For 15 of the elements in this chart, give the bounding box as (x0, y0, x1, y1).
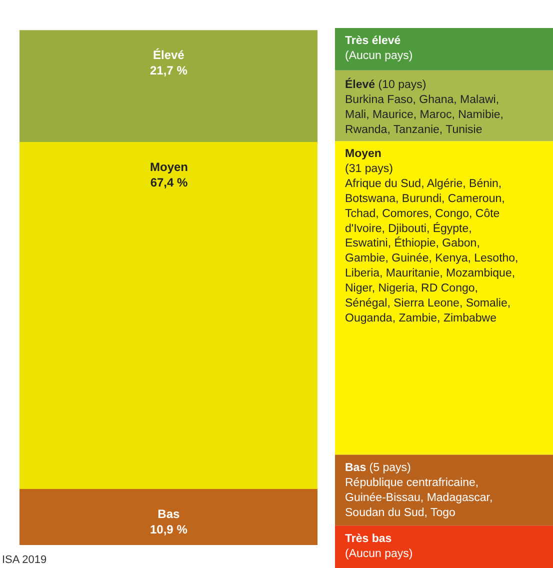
data-label: 10,9 % (150, 522, 188, 537)
text: (Aucun pays) (345, 548, 413, 560)
category-label: Moyen (345, 148, 382, 160)
series-label: Bas (158, 507, 180, 521)
text: ISA 2019 (2, 554, 47, 566)
data-label: 67,4 % (150, 176, 188, 190)
text: (Aucun pays) (345, 50, 413, 62)
series-label: Moyen (150, 160, 188, 174)
category-label: Très bas (345, 533, 392, 545)
text: (31 pays) Afrique du Sud, Algérie, Bénin, Botswana, Burundi, Cameroun, Tchad, Comores, Congo, Côte d'Ivoire, Djibouti, Égypte, Eswatini, Éthiopie, Gabon, Gambie, Guinée, Kenya, Lesotho, Liberia, Mauritanie, Mozambique, Niger, Nigeria, RD Congo, Sénégal, Sierra Leone, Somalie, Ouganda, Zambie, Zimbabwe (345, 162, 518, 324)
category-label: Bas (345, 462, 366, 474)
category-label: Très élevé (345, 35, 401, 47)
series-label: Élevé (153, 48, 185, 62)
category-label: Élevé (345, 77, 376, 91)
data-label: 21,7 % (150, 64, 188, 78)
